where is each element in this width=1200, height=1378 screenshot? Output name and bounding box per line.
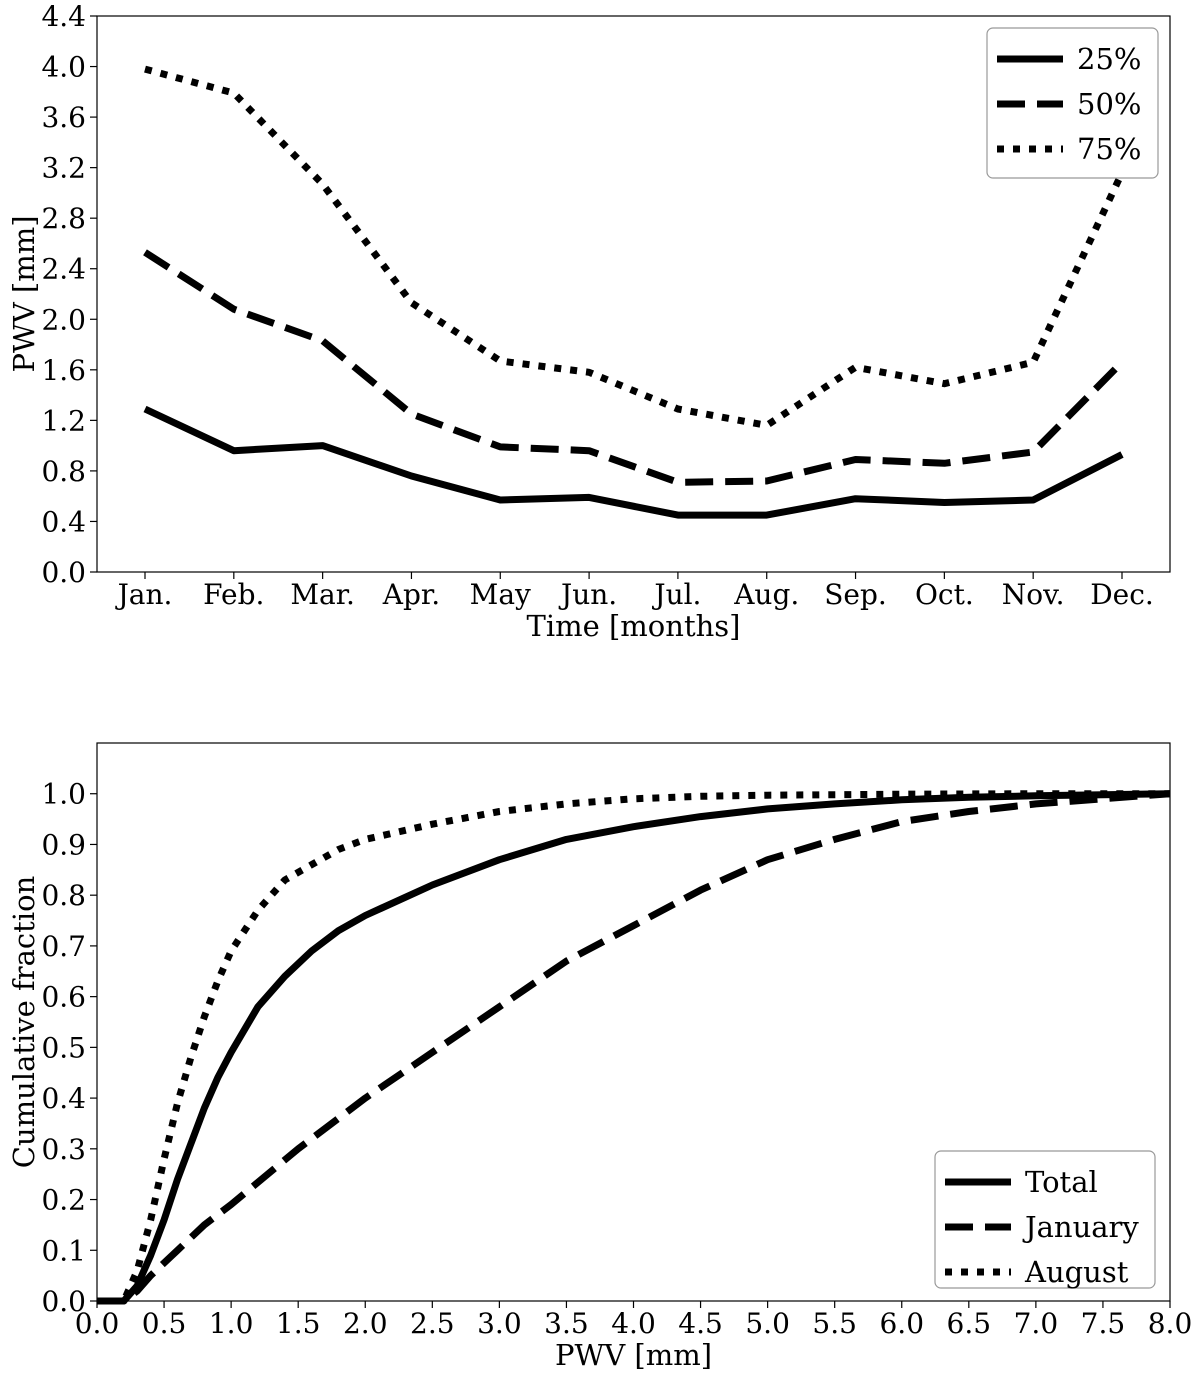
x-tick-label: Sep. — [824, 578, 887, 611]
series-line-total — [97, 790, 1171, 1305]
y-tick-label: 0.4 — [41, 1082, 86, 1115]
y-tick-label: 1.0 — [41, 778, 86, 811]
x-tick-label: Oct. — [915, 578, 974, 611]
y-tick-label: 0.1 — [41, 1234, 86, 1267]
legend-label: 75% — [1077, 132, 1141, 166]
y-tick-label: 0.8 — [41, 879, 86, 912]
x-tick-label: 4.5 — [678, 1307, 723, 1340]
x-tick-label: 3.0 — [477, 1307, 522, 1340]
x-tick-label: Aug. — [733, 578, 799, 611]
y-tick-label: 1.6 — [41, 354, 86, 387]
x-tick-label: Mar. — [290, 578, 355, 611]
legend-label: January — [1022, 1210, 1139, 1244]
x-tick-label: Jun. — [558, 578, 617, 611]
y-tick-label: 4.4 — [41, 0, 86, 33]
series-line-50pct — [143, 249, 1125, 486]
y-axis-label: Cumulative fraction — [7, 876, 41, 1169]
series-line-75pct — [144, 65, 1126, 429]
legend-label: 25% — [1077, 42, 1141, 76]
x-axis-label: PWV [mm] — [555, 1338, 712, 1372]
monthly-pwv-chart: 0.0 0.4 0.8 1.2 1.6 2.0 2.4 2.8 3.2 3.6 4.0 4.4 Jan.… — [7, 0, 1171, 643]
y-tick-label: 2.4 — [41, 253, 86, 286]
plot-frame — [96, 15, 1171, 573]
x-tick-label: 0.0 — [75, 1307, 120, 1340]
series-line-august — [97, 790, 1170, 1305]
x-tick-label: 2.5 — [410, 1307, 455, 1340]
legend-label: August — [1024, 1255, 1129, 1289]
y-tick-label: 0.0 — [41, 1285, 86, 1318]
x-axis-label: Time [months] — [527, 609, 741, 643]
y-tick-label: 3.2 — [41, 152, 86, 185]
series-line-january — [97, 790, 1171, 1305]
x-tick-label: May — [470, 578, 531, 611]
series-line-25pct — [143, 405, 1124, 519]
y-tick-label: 2.0 — [41, 303, 86, 336]
x-tick-label: Dec. — [1090, 578, 1154, 611]
y-tick-label: 0.0 — [41, 556, 86, 589]
x-tick-label: 5.0 — [745, 1307, 790, 1340]
x-tick-label: Nov. — [1002, 578, 1065, 611]
x-tick-label: 3.5 — [544, 1307, 589, 1340]
y-tick-label: 2.8 — [41, 202, 86, 235]
x-tick-label: 1.0 — [209, 1307, 254, 1340]
y-tick-label: 0.6 — [41, 981, 86, 1014]
x-tick-label: 7.5 — [1081, 1307, 1126, 1340]
y-tick-label: 0.8 — [41, 455, 86, 488]
x-tick-label: Apr. — [382, 578, 440, 611]
legend-label: Total — [1025, 1165, 1098, 1199]
legend-box — [986, 27, 1159, 179]
y-tick-label: 1.2 — [41, 404, 86, 437]
cumulative-fraction-chart: 0.0 0.1 0.2 0.3 0.4 0.5 0.6 0.7 0.8 0.9 1.0 0.0 0.5 1… — [7, 742, 1193, 1372]
y-tick-label: 3.6 — [41, 101, 86, 134]
x-tick-label: Jul. — [651, 578, 701, 611]
y-tick-label: 0.9 — [41, 828, 86, 861]
x-tick-label: 1.5 — [276, 1307, 321, 1340]
y-axis-label: PWV [mm] — [7, 215, 41, 372]
legend: Total January August — [934, 1150, 1156, 1289]
legend-label: 50% — [1077, 87, 1141, 121]
x-tick-label: Feb. — [203, 578, 264, 611]
y-tick-label: 0.3 — [41, 1133, 86, 1166]
x-tick-label: 6.0 — [879, 1307, 924, 1340]
x-tick-label: 5.5 — [812, 1307, 857, 1340]
x-tick-label: 2.0 — [343, 1307, 388, 1340]
y-tick-label: 0.4 — [41, 505, 86, 538]
y-tick-label: 0.7 — [41, 930, 86, 963]
x-tick-label: 0.5 — [142, 1307, 187, 1340]
x-tick-label: 8.0 — [1148, 1307, 1193, 1340]
x-tick-label: Jan. — [115, 578, 173, 611]
x-tick-label: 6.5 — [947, 1307, 992, 1340]
legend: 25% 50% 75% — [986, 27, 1159, 179]
y-tick-label: 0.2 — [41, 1184, 86, 1217]
y-tick-label: 0.5 — [41, 1031, 86, 1064]
y-tick-label: 4.0 — [41, 51, 86, 84]
x-tick-label: 7.0 — [1014, 1307, 1059, 1340]
x-tick-label: 4.0 — [611, 1307, 656, 1340]
